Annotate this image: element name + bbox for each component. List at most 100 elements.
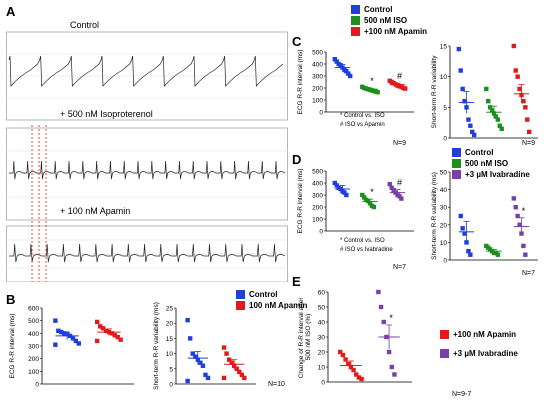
ecg-grid	[6, 53, 288, 99]
legend-label: +3 µM Ivabradine	[465, 170, 530, 179]
data-point	[224, 351, 229, 356]
legend-c: Control 500 nM ISO +100 nM Apamin	[351, 5, 427, 36]
legend-label: Control	[465, 148, 494, 157]
ecg-grid	[6, 239, 288, 269]
data-point	[229, 360, 234, 365]
y-tick-label: 5	[443, 105, 447, 112]
y-tick-label: 10	[440, 74, 448, 81]
y-tick-label: 100	[28, 369, 39, 376]
data-point	[362, 195, 367, 200]
significance-mark: *	[522, 206, 526, 216]
series-1	[376, 289, 400, 377]
data-point	[365, 198, 371, 204]
significance-mark: *	[389, 313, 393, 323]
data-point	[109, 331, 115, 336]
data-point	[489, 108, 495, 113]
note-d-star: * Control vs. ISO	[340, 238, 385, 244]
legend-item: +3 µM Ivabradine	[452, 170, 530, 179]
data-point	[200, 363, 206, 368]
data-point	[190, 351, 195, 356]
legend-swatch	[452, 159, 461, 168]
series-0	[456, 46, 477, 138]
data-point	[205, 375, 211, 381]
y-tick-label: 0	[319, 229, 323, 236]
data-point	[511, 43, 516, 49]
legend-label: Control	[364, 5, 393, 14]
trace-label-apamin: + 100 nM Apamin	[60, 206, 131, 216]
y-tick-label: 300	[312, 193, 323, 200]
y-axis-label: ECG R-R interval (ms)	[297, 168, 304, 233]
y-tick-label: 50	[440, 170, 448, 177]
data-point	[515, 213, 520, 219]
data-point	[203, 372, 208, 378]
data-point	[95, 319, 100, 325]
data-point	[185, 378, 190, 384]
data-point	[381, 319, 386, 325]
data-point	[484, 86, 489, 92]
data-point	[399, 196, 404, 201]
data-point	[466, 249, 471, 254]
data-point	[521, 99, 526, 104]
legend-item: 500 nM ISO	[351, 16, 427, 25]
data-point	[389, 185, 394, 190]
data-point	[392, 372, 397, 377]
data-point	[458, 68, 463, 73]
y-tick-label: 60	[318, 290, 326, 297]
n-label-d1: N=7	[393, 264, 407, 271]
data-point	[193, 354, 198, 359]
data-point	[386, 349, 392, 355]
data-point	[468, 123, 473, 128]
data-point	[499, 126, 504, 131]
y-tick-label: 500	[28, 318, 39, 325]
chart-e: 0 10 20 30 40 50 60 Change of R-R interval afte…	[298, 289, 412, 387]
n-label-d2: N=7	[522, 270, 536, 277]
data-point	[493, 114, 499, 119]
y-tick-label: 100	[312, 98, 323, 105]
n-label-c1: N=9	[393, 140, 407, 147]
data-point	[376, 289, 381, 295]
y-tick-label: 25	[166, 306, 174, 313]
y-tick-label: 0	[319, 110, 323, 117]
legend-label: 100 nM Apamin	[249, 301, 308, 310]
data-point	[348, 73, 353, 79]
data-point	[70, 336, 76, 341]
data-point	[460, 86, 465, 92]
y-tick-label: 200	[28, 356, 39, 363]
significance-mark: *	[370, 187, 374, 197]
data-point	[351, 367, 356, 373]
data-point	[103, 328, 109, 333]
y-tick-label: 200	[312, 205, 323, 212]
y-tick-label: 500	[312, 169, 323, 176]
y-tick-label: 300	[28, 344, 39, 351]
y-tick-label: 0	[443, 136, 447, 143]
ecg-grid	[6, 150, 288, 198]
data-point	[497, 123, 502, 128]
y-axis-label: ECG R-R interval (ms)	[297, 49, 304, 114]
data-point	[360, 192, 365, 198]
data-point	[234, 366, 239, 371]
data-point	[118, 337, 123, 342]
data-point	[466, 117, 471, 122]
ecg-waveform	[9, 160, 286, 180]
legend-label: 500 nM ISO	[364, 16, 408, 25]
legend-e: +100 nM Apamin +3 µM Ivabradine	[440, 330, 518, 358]
series-0	[332, 180, 351, 198]
trace-label-control: Control	[70, 20, 100, 30]
data-point	[486, 99, 491, 104]
y-tick-label: 30	[440, 205, 448, 212]
data-point	[185, 317, 190, 323]
note-c-hash: # ISO vs Apamin	[340, 122, 385, 128]
y-tick-label: 200	[312, 86, 323, 93]
data-point	[115, 334, 120, 340]
data-point	[344, 192, 349, 198]
data-point	[517, 86, 522, 92]
series-1	[360, 84, 380, 95]
series-1	[360, 192, 378, 210]
legend-item: +100 nM Apamin	[351, 27, 427, 36]
y-axis-label: Change of R-R interval after 500 nM ISO …	[298, 296, 312, 379]
legend-label: +100 nM Apamin	[453, 330, 517, 339]
data-point	[387, 182, 392, 187]
n-label-e: N=9-7	[452, 391, 472, 398]
y-axis-label: Short-term R-R variability (ms)	[153, 302, 160, 390]
legend-swatch	[236, 290, 245, 299]
